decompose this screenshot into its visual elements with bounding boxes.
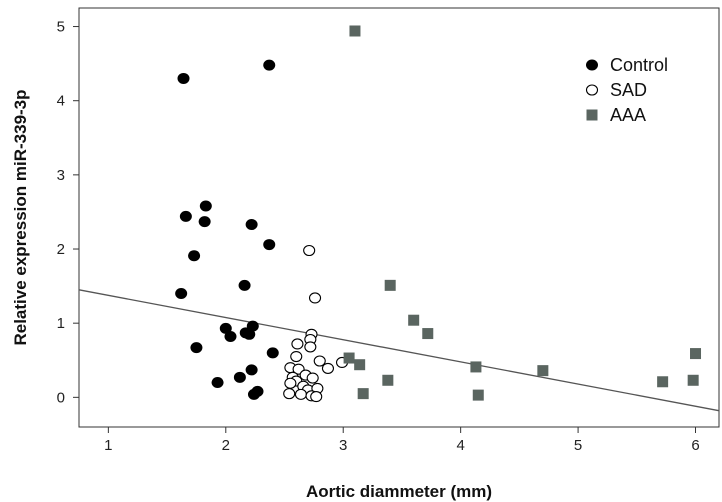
x-axis-title: Aortic diammeter (mm) — [306, 482, 492, 501]
legend-marker-aaa — [586, 109, 598, 121]
point-aaa — [472, 389, 484, 401]
plot-border — [78, 7, 720, 428]
point-aaa — [657, 376, 669, 388]
x-tick-label: 5 — [574, 437, 582, 454]
point-sad — [303, 244, 316, 257]
point-aaa — [382, 374, 394, 386]
legend-label-aaa: AAA — [610, 105, 646, 125]
point-control — [198, 216, 211, 228]
point-sad — [290, 350, 303, 363]
x-tick-label: 4 — [456, 437, 464, 454]
point-control — [238, 279, 251, 291]
point-aaa — [349, 25, 361, 37]
point-sad — [306, 372, 319, 384]
y-axis-title: Relative expression miR-339-3p — [11, 89, 30, 345]
point-control — [266, 347, 279, 359]
point-aaa — [408, 314, 420, 326]
x-tick-label: 1 — [104, 437, 112, 454]
x-axis: 1 2 3 4 5 6 — [104, 427, 700, 454]
plot-frame — [78, 7, 720, 428]
y-tick-label: 5 — [57, 19, 65, 36]
y-axis: 0 1 2 3 4 5 — [57, 19, 79, 406]
y-tick-label: 3 — [57, 167, 65, 184]
point-aaa — [384, 279, 396, 291]
x-tick-label: 3 — [339, 437, 347, 454]
point-control — [188, 250, 201, 262]
point-sad — [284, 377, 297, 389]
point-control — [211, 377, 224, 389]
y-tick-label: 2 — [57, 241, 65, 258]
point-sad — [304, 341, 317, 353]
point-control — [199, 200, 212, 212]
point-aaa — [343, 352, 355, 364]
point-control — [263, 59, 276, 71]
y-tick-label: 1 — [57, 315, 65, 332]
point-sad — [294, 388, 307, 400]
point-aaa — [690, 348, 702, 360]
data-points — [175, 25, 702, 403]
legend-label-control: Control — [610, 55, 668, 75]
legend-marker-sad — [585, 84, 599, 96]
point-aaa — [357, 388, 369, 400]
regression-line — [78, 289, 720, 412]
point-control — [224, 331, 237, 343]
point-aaa — [687, 374, 699, 386]
point-control — [245, 219, 258, 231]
point-sad — [321, 362, 335, 374]
point-aaa — [354, 359, 366, 371]
point-aaa — [422, 328, 434, 340]
point-sad — [283, 388, 296, 400]
point-aaa — [537, 365, 549, 377]
point-sad — [310, 391, 323, 403]
x-tick-label: 6 — [691, 437, 699, 454]
point-sad — [308, 292, 322, 304]
y-tick-label: 0 — [57, 389, 65, 406]
point-control — [263, 239, 276, 251]
regression-line-group — [78, 289, 720, 412]
point-control — [179, 210, 192, 222]
point-sad — [313, 355, 326, 367]
point-control — [245, 364, 258, 376]
point-sad — [291, 338, 304, 350]
point-control — [247, 388, 260, 400]
x-tick-label: 2 — [222, 437, 230, 454]
point-control — [243, 328, 256, 340]
legend-label-sad: SAD — [610, 80, 647, 100]
y-tick-label: 4 — [57, 93, 65, 110]
point-control — [233, 371, 246, 383]
point-control — [190, 342, 203, 354]
point-control — [175, 288, 188, 300]
point-control — [219, 322, 232, 334]
legend: Control SAD AAA — [585, 55, 668, 125]
point-aaa — [470, 361, 482, 373]
legend-marker-control — [586, 59, 598, 71]
point-control — [177, 72, 190, 84]
